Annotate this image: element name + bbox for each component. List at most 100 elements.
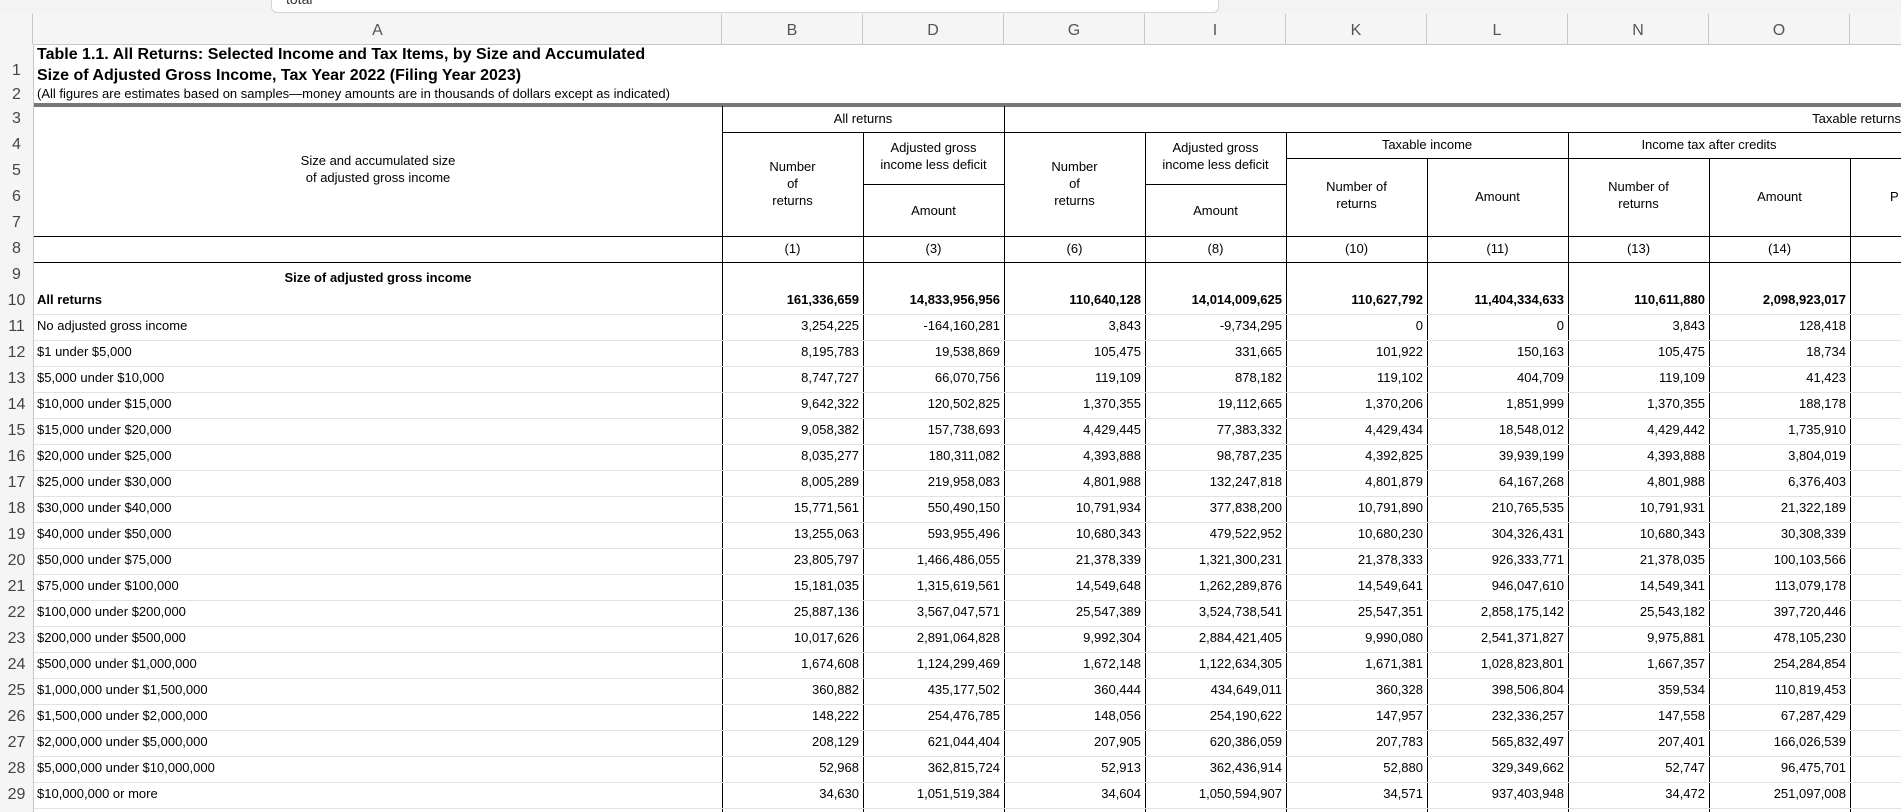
row-number[interactable]: 29 [7,786,26,803]
table-cell[interactable]: 329,349,662 [1491,760,1564,775]
row-number[interactable]: 22 [7,604,26,621]
table-cell[interactable]: 4,801,988 [1647,474,1705,489]
table-cell[interactable]: 1,672,148 [1083,656,1141,671]
table-cell[interactable]: 304,326,431 [1491,526,1564,541]
column-header-I[interactable]: I [1145,14,1286,44]
table-cell[interactable]: 565,832,497 [1491,734,1564,749]
table-cell[interactable]: 1,315,619,561 [916,578,1000,593]
table-cell[interactable]: 39,939,199 [1498,448,1564,463]
row-number[interactable]: 7 [12,214,21,231]
table-cell[interactable]: 19,538,869 [934,344,1000,359]
row-number[interactable]: 8 [12,240,21,257]
table-cell[interactable]: 10,680,343 [1075,526,1141,541]
table-cell[interactable]: 1,028,823,801 [1480,656,1564,671]
table-cell[interactable]: 207,783 [1376,734,1423,749]
table-cell[interactable]: 8,195,783 [801,344,859,359]
column-header-D[interactable]: D [863,14,1004,44]
table-cell[interactable]: 1,667,357 [1647,656,1705,671]
table-cell[interactable]: 9,992,304 [1083,630,1141,645]
table-cell[interactable]: 6,376,403 [1788,474,1846,489]
table-cell[interactable]: 479,522,952 [1209,526,1282,541]
table-cell[interactable]: 207,905 [1094,734,1141,749]
table-cell[interactable]: 10,680,230 [1357,526,1423,541]
table-cell[interactable]: 14,549,641 [1357,578,1423,593]
table-cell[interactable]: 254,476,785 [927,708,1000,723]
table-cell[interactable]: 3,843 [1108,318,1141,333]
table-cell[interactable]: 14,549,341 [1639,578,1705,593]
table-cell[interactable]: 4,801,879 [1365,474,1423,489]
formula-input[interactable]: total [271,0,1219,13]
table-cell[interactable]: 207,401 [1658,734,1705,749]
table-cell[interactable]: 621,044,404 [927,734,1000,749]
row-number[interactable]: 21 [7,578,26,595]
table-cell[interactable]: 937,403,948 [1491,786,1564,801]
row-number[interactable]: 9 [12,266,21,283]
table-cell[interactable]: 9,975,881 [1647,630,1705,645]
table-cell[interactable]: 398,506,804 [1491,682,1564,697]
table-cell[interactable]: 166,026,539 [1773,734,1846,749]
table-cell[interactable]: 1,051,519,384 [916,786,1000,801]
table-cell[interactable]: 1,370,355 [1083,396,1141,411]
table-cell[interactable]: 2,541,371,827 [1480,630,1564,645]
table-cell[interactable]: 113,079,178 [1774,578,1846,593]
table-cell[interactable]: 23,805,797 [793,552,859,567]
table-cell[interactable]: 98,787,235 [1216,448,1282,463]
table-cell[interactable]: 11,404,334,633 [1474,292,1564,307]
table-cell[interactable]: -9,734,295 [1219,318,1282,333]
table-cell[interactable]: 66,070,756 [934,370,1000,385]
table-cell[interactable]: 34,571 [1383,786,1423,801]
table-cell[interactable]: 3,804,019 [1788,448,1846,463]
table-cell[interactable]: 14,549,648 [1075,578,1141,593]
table-cell[interactable]: 926,333,771 [1491,552,1564,567]
row-number[interactable]: 15 [7,422,26,439]
table-cell[interactable]: 4,429,442 [1647,422,1705,437]
table-cell[interactable]: 2,884,421,405 [1198,630,1282,645]
table-cell[interactable]: 52,913 [1101,760,1141,775]
table-cell[interactable]: 0 [1415,318,1423,333]
row-number[interactable]: 17 [7,474,26,491]
table-cell[interactable]: 362,436,914 [1209,760,1282,775]
table-cell[interactable]: 19,112,665 [1217,396,1282,411]
table-cell[interactable]: 13,255,063 [793,526,859,541]
table-cell[interactable]: 8,005,289 [801,474,859,489]
table-cell[interactable]: 18,548,012 [1498,422,1564,437]
table-cell[interactable]: 1,050,594,907 [1198,786,1282,801]
table-cell[interactable]: 100,103,566 [1773,552,1846,567]
table-cell[interactable]: 148,056 [1094,708,1141,723]
table-cell[interactable]: 148,222 [812,708,859,723]
table-cell[interactable]: 188,178 [1799,396,1846,411]
table-cell[interactable]: 2,098,923,017 [1762,292,1846,307]
table-cell[interactable]: 132,247,818 [1209,474,1282,489]
table-cell[interactable]: 105,475 [1658,344,1705,359]
table-cell[interactable]: 2,891,064,828 [916,630,1000,645]
table-cell[interactable]: -164,160,281 [923,318,1000,333]
table-cell[interactable]: 64,167,268 [1498,474,1564,489]
table-cell[interactable]: 110,611,880 [1634,292,1705,307]
table-cell[interactable]: 1,262,289,876 [1198,578,1282,593]
table-cell[interactable]: 3,843 [1672,318,1705,333]
table-cell[interactable]: 18,734 [1806,344,1846,359]
table-cell[interactable]: 3,524,738,541 [1198,604,1282,619]
row-number[interactable]: 14 [7,396,26,413]
table-cell[interactable]: 4,801,988 [1083,474,1141,489]
table-cell[interactable]: 1,735,910 [1788,422,1846,437]
table-cell[interactable]: 128,418 [1799,318,1846,333]
row-number[interactable]: 11 [8,318,25,335]
column-header-L[interactable]: L [1427,14,1568,44]
table-cell[interactable]: 1,370,206 [1365,396,1423,411]
table-cell[interactable]: 3,254,225 [801,318,859,333]
row-number[interactable]: 18 [7,500,26,517]
table-cell[interactable]: 147,558 [1658,708,1705,723]
table-cell[interactable]: 232,336,257 [1491,708,1564,723]
table-cell[interactable]: 593,955,496 [927,526,1000,541]
row-number[interactable]: 28 [7,760,26,777]
table-cell[interactable]: 219,958,083 [927,474,1000,489]
table-cell[interactable]: 878,182 [1235,370,1282,385]
table-cell[interactable]: 52,747 [1665,760,1705,775]
column-header-K[interactable]: K [1286,14,1427,44]
table-cell[interactable]: 10,680,343 [1639,526,1705,541]
table-cell[interactable]: 21,378,339 [1075,552,1141,567]
table-cell[interactable]: 147,957 [1376,708,1423,723]
table-cell[interactable]: 360,328 [1376,682,1423,697]
table-cell[interactable]: 34,630 [819,786,859,801]
